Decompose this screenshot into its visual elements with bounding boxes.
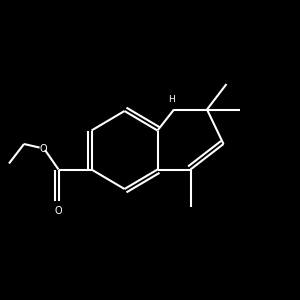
Text: O: O: [40, 144, 47, 154]
Text: H: H: [168, 94, 175, 103]
Text: O: O: [55, 206, 62, 217]
